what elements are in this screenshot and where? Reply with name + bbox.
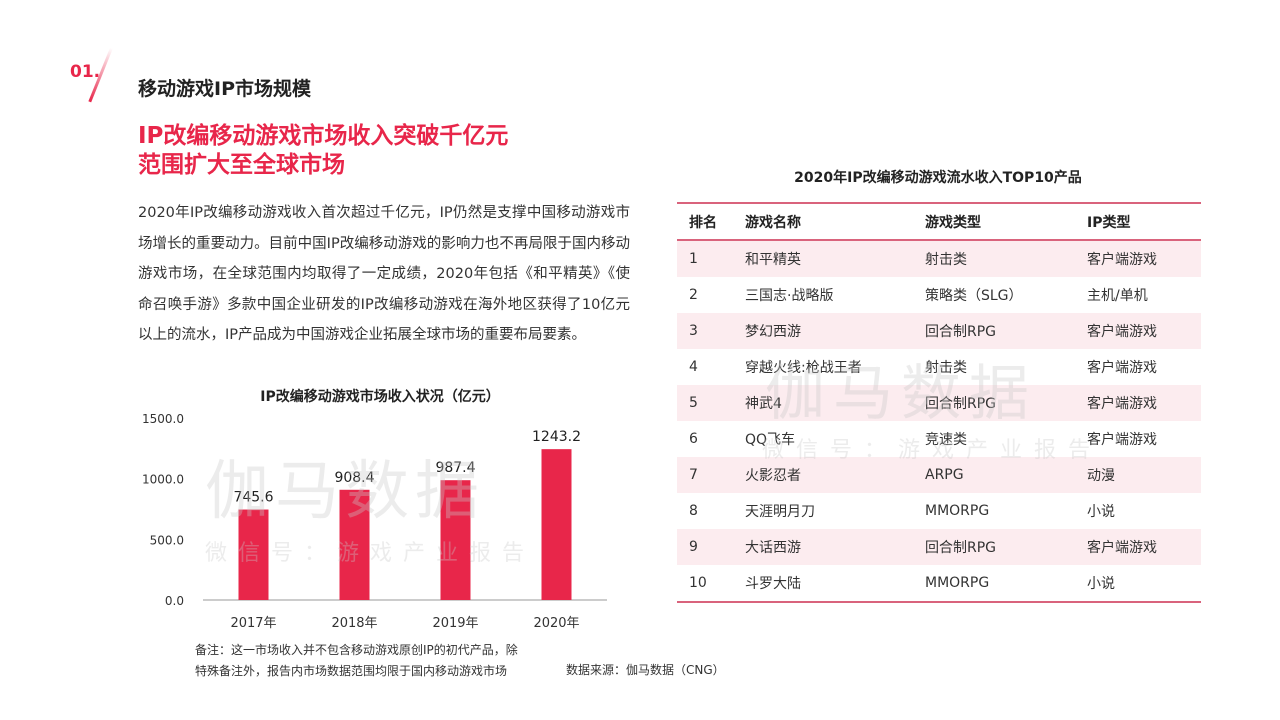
table-row: 10 斗罗大陆 MMORPG 小说 [677,565,1201,602]
column-header: 游戏名称 [745,203,925,241]
table-cell: 梦幻西游 [745,313,925,349]
table-cell: 天涯明月刀 [745,504,815,520]
table-cell: 回合制RPG [925,529,1087,565]
y-tick-label: 0.0 [165,594,184,608]
table-cell: 回合制RPG [925,313,1087,349]
table-cell: 三国志·战略版 [745,288,834,304]
headline-line: 范围扩大至全球市场 [138,152,345,178]
top10-table: 排名 游戏名称 游戏类型 IP类型 1 和平精英 射击类 客户端游戏 2 三国志·战略版 策略类（S… [677,202,1201,603]
table-row: 7 火影忍者 ARPG 动漫 [677,457,1201,493]
table-cell: 小说 [1087,576,1115,592]
table-row: 5 神武4 回合制RPG 客户端游戏 [677,385,1201,421]
table-row: 6 QQ飞车 竞速类 客户端游戏 [677,421,1201,457]
headline-line: IP改编移动游戏市场收入突破千亿元 [138,123,509,149]
data-label: 745.6 [233,490,273,506]
column-header: IP类型 [1087,203,1201,241]
bar [440,480,471,600]
table-cell: 9 [677,529,745,565]
section-title: 移动游戏IP市场规模 [138,78,311,100]
table-cell: MMORPG [925,575,990,591]
bar [541,449,572,600]
x-tick-label: 2019年 [432,616,478,631]
bar-chart: 0.0 500.0 1000.0 1500.0 745.6 2017年 908.4 2018年… [142,412,607,631]
table-cell: 客户端游戏 [1087,385,1201,421]
table-header-row: 排名 游戏名称 游戏类型 IP类型 [677,203,1201,241]
notes: 备注：这一市场收入并不包含移动游戏原创IP的初代产品，除 特殊备注外，报告内市场… [195,640,518,682]
table-cell: 穿越火线:枪战王者 [745,360,862,376]
note-line: 特殊备注外，报告内市场数据范围均限于国内移动游戏市场 [195,664,508,678]
table-cell: 主机/单机 [1087,288,1148,304]
y-tick-label: 1000.0 [142,473,184,487]
bar [339,489,370,600]
headline: IP改编移动游戏市场收入突破千亿元 范围扩大至全球市场 [138,122,508,180]
table-row: 2 三国志·战略版 策略类（SLG） 主机/单机 [677,277,1201,313]
table-title: 2020年IP改编移动游戏流水收入TOP10产品 [794,170,1082,186]
table-cell: 4 [689,359,698,375]
section-number: 01. [70,62,101,82]
table-cell: 7 [677,457,745,493]
table-cell: 斗罗大陆 [745,576,801,592]
table-row: 4 穿越火线:枪战王者 射击类 客户端游戏 [677,349,1201,385]
data-label: 908.4 [334,470,374,486]
table-cell: 竞速类 [925,432,967,448]
table-cell: 和平精英 [745,240,925,277]
table-cell: 大话西游 [745,529,925,565]
data-label: 987.4 [435,460,475,476]
y-tick-label: 1500.0 [142,412,184,426]
table-cell: QQ飞车 [745,432,796,448]
table-cell: 策略类（SLG） [925,288,1023,304]
note-line: 备注：这一市场收入并不包含移动游戏原创IP的初代产品，除 [195,643,518,657]
column-header: 游戏类型 [925,203,1087,241]
data-label: 1243.2 [532,429,581,445]
table-cell: 10 [689,575,707,591]
table-row: 3 梦幻西游 回合制RPG 客户端游戏 [677,313,1201,349]
table-cell: 3 [677,313,745,349]
table-row: 9 大话西游 回合制RPG 客户端游戏 [677,529,1201,565]
chart-title: IP改编移动游戏市场收入状况（亿元） [260,389,500,405]
table-cell: 5 [677,385,745,421]
table-cell: MMORPG [925,503,990,519]
table-cell: 神武4 [745,385,925,421]
table-cell: 动漫 [1087,457,1201,493]
summary-paragraph: 2020年IP改编移动游戏收入首次超过千亿元，IP仍然是支撑中国移动游戏市场增长… [138,205,630,343]
table-cell: 回合制RPG [925,385,1087,421]
table-cell: 火影忍者 [745,457,925,493]
table-cell: 射击类 [925,360,967,376]
table-cell: 小说 [1087,504,1115,520]
x-tick-label: 2018年 [331,616,377,631]
table-row: 8 天涯明月刀 MMORPG 小说 [677,493,1201,529]
x-tick-label: 2017年 [230,616,276,631]
table-cell: 客户端游戏 [1087,240,1201,277]
table-cell: 1 [677,240,745,277]
table-row: 1 和平精英 射击类 客户端游戏 [677,240,1201,277]
table-cell: ARPG [925,457,1087,493]
column-header: 排名 [677,203,745,241]
table-cell: 6 [689,431,698,447]
table-cell: 射击类 [925,240,1087,277]
bar [238,509,269,600]
data-source: 数据来源：伽马数据（CNG） [566,663,725,677]
table-cell: 客户端游戏 [1087,432,1157,448]
table-cell: 客户端游戏 [1087,313,1201,349]
table-cell: 客户端游戏 [1087,360,1157,376]
table-cell: 2 [689,287,698,303]
x-tick-label: 2020年 [533,616,579,631]
y-tick-label: 500.0 [150,533,184,547]
table-cell: 8 [689,503,698,519]
table-cell: 客户端游戏 [1087,529,1201,565]
